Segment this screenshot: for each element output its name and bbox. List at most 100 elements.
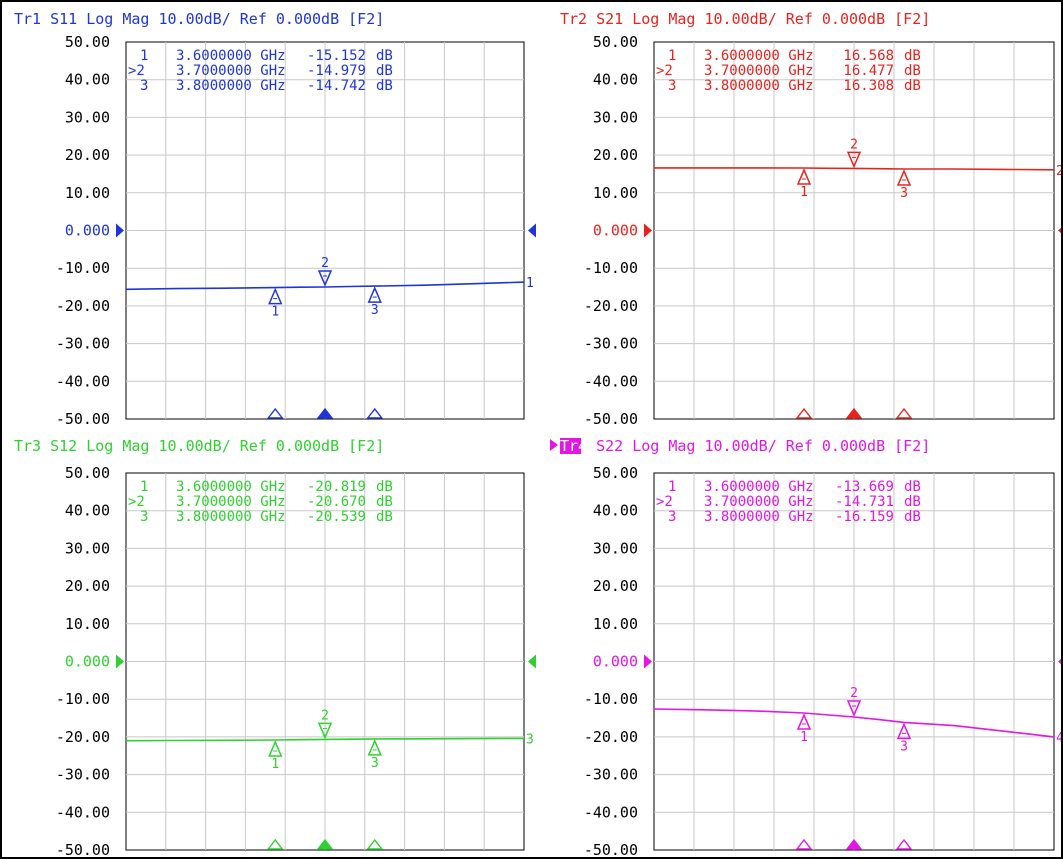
reference-left-arrow-icon[interactable] <box>116 654 124 669</box>
stimulus-marker-triangle-icon[interactable] <box>895 407 913 419</box>
y-tick-label: -30.00 <box>584 766 638 784</box>
marker-up-triangle-icon <box>796 168 812 185</box>
trace-panel-tr4[interactable]: Tr4 S22 Log Mag 10.00dB/ Ref 0.000dB [F2… <box>550 437 1061 857</box>
trace-header[interactable]: Tr4 S22 Log Mag 10.00dB/ Ref 0.000dB [F2… <box>550 437 930 455</box>
y-tick-label: -30.00 <box>56 335 110 353</box>
stimulus-marker-triangle-icon[interactable] <box>895 838 913 850</box>
trace-header-text: Tr2 S21 Log Mag 10.00dB/ Ref 0.000dB [F2… <box>560 10 930 28</box>
y-tick-label: -50.00 <box>584 841 638 857</box>
marker-up-triangle-icon <box>268 740 283 757</box>
trace-line <box>654 167 1055 171</box>
y-tick-label: -10.00 <box>56 690 110 708</box>
marker-unit: dB <box>904 63 921 79</box>
reference-right-arrow-icon[interactable] <box>528 223 536 238</box>
marker-number: 1 <box>800 730 808 745</box>
y-tick-label: 10.00 <box>65 184 110 202</box>
trace-header[interactable]: Tr2 S21 Log Mag 10.00dB/ Ref 0.000dB [F2… <box>560 10 930 28</box>
y-tick-label: -10.00 <box>56 259 110 277</box>
marker-table: 1 3.6000000 GHz 16.568 dB >2 3.7000000 GHz 16.… <box>656 48 921 94</box>
stimulus-marker-triangle-icon[interactable] <box>316 838 334 850</box>
marker-number: 2 <box>321 708 329 723</box>
marker-2[interactable]: 2 <box>845 137 863 419</box>
marker-id: >2 <box>128 494 145 510</box>
y-tick-label: -20.00 <box>56 297 110 315</box>
y-tick-label: -10.00 <box>584 690 638 708</box>
y-tick-label: 40.00 <box>593 71 638 89</box>
marker-value: 16.308 <box>843 78 894 94</box>
marker-value: -14.742 <box>307 78 366 94</box>
marker-id: >2 <box>128 63 145 79</box>
marker-frequency: 3.8000000 GHz <box>176 509 286 525</box>
stimulus-marker-triangle-icon[interactable] <box>845 407 863 419</box>
y-tick-label: -10.00 <box>584 259 638 277</box>
marker-down-triangle-icon <box>846 700 862 717</box>
marker-number: 3 <box>371 756 379 771</box>
stimulus-marker-triangle-icon[interactable] <box>316 407 334 419</box>
y-tick-label: -40.00 <box>584 372 638 390</box>
marker-id: 1 <box>140 479 148 495</box>
y-tick-label: -50.00 <box>56 410 110 428</box>
trace-panel-tr2[interactable]: Tr2 S21 Log Mag 10.00dB/ Ref 0.000dB [F2… <box>560 10 1061 428</box>
y-tick-label: -50.00 <box>584 410 638 428</box>
marker-value: 16.477 <box>843 63 894 79</box>
reference-left-arrow-icon[interactable] <box>116 223 124 238</box>
marker-value: -15.152 <box>307 48 366 64</box>
stimulus-marker-triangle-icon[interactable] <box>795 838 813 850</box>
marker-up-triangle-icon <box>896 169 912 186</box>
marker-frequency: 3.7000000 GHz <box>176 63 286 79</box>
reference-tick-label: 0.000 <box>593 222 638 240</box>
y-tick-label: -40.00 <box>56 372 110 390</box>
y-tick-label: 30.00 <box>65 539 110 557</box>
reference-right-arrow-icon[interactable] <box>1058 655 1061 669</box>
marker-unit: dB <box>376 479 393 495</box>
y-tick-label: -40.00 <box>584 803 638 821</box>
marker-value: -14.731 <box>835 494 894 510</box>
stimulus-marker-triangle-icon[interactable] <box>795 407 813 419</box>
y-tick-label: -20.00 <box>584 297 638 315</box>
marker-3[interactable]: 3 <box>895 722 913 850</box>
stimulus-marker-triangle-icon[interactable] <box>266 407 284 419</box>
trace-end-label: 3 <box>526 732 534 747</box>
trace-header-text: Tr4 S22 Log Mag 10.00dB/ Ref 0.000dB [F2… <box>560 437 930 455</box>
marker-value: -14.979 <box>307 63 366 79</box>
stimulus-marker-triangle-icon[interactable] <box>366 407 384 419</box>
y-tick-label: 20.00 <box>593 146 638 164</box>
trace-panel-tr3[interactable]: Tr3 S12 Log Mag 10.00dB/ Ref 0.000dB [F2… <box>14 437 536 857</box>
marker-unit: dB <box>376 48 393 64</box>
reference-left-arrow-icon[interactable] <box>644 654 652 669</box>
marker-down-triangle-icon <box>317 722 333 740</box>
marker-number: 3 <box>371 303 379 318</box>
marker-1[interactable]: 1 <box>266 740 284 850</box>
marker-2[interactable]: 2 <box>845 686 863 850</box>
stimulus-marker-triangle-icon[interactable] <box>266 838 284 850</box>
trace-line <box>125 281 525 291</box>
marker-2[interactable]: 2 <box>316 256 334 419</box>
marker-3[interactable]: 3 <box>366 286 384 419</box>
marker-frequency: 3.7000000 GHz <box>704 494 814 510</box>
marker-2[interactable]: 2 <box>316 708 334 850</box>
marker-number: 1 <box>271 305 279 320</box>
marker-1[interactable]: 1 <box>795 713 813 850</box>
marker-1[interactable]: 1 <box>795 168 813 419</box>
marker-3[interactable]: 3 <box>366 739 384 850</box>
trace-header[interactable]: Tr1 S11 Log Mag 10.00dB/ Ref 0.000dB [F2… <box>14 10 384 28</box>
marker-frequency: 3.7000000 GHz <box>176 494 286 510</box>
marker-1[interactable]: 1 <box>266 287 284 419</box>
trace-panel-tr1[interactable]: Tr1 S11 Log Mag 10.00dB/ Ref 0.000dB [F2… <box>14 10 536 428</box>
stimulus-marker-triangle-icon[interactable] <box>845 838 863 850</box>
marker-up-triangle-icon <box>896 722 912 740</box>
marker-3[interactable]: 3 <box>895 169 913 419</box>
trace-header[interactable]: Tr3 S12 Log Mag 10.00dB/ Ref 0.000dB [F2… <box>14 437 384 455</box>
marker-table: 1 3.6000000 GHz -13.669 dB >2 3.7000000 GHz -1… <box>656 479 921 525</box>
reference-right-arrow-icon[interactable] <box>1058 224 1061 238</box>
stimulus-marker-triangle-icon[interactable] <box>366 838 384 850</box>
y-tick-label: -50.00 <box>56 841 110 857</box>
reference-left-arrow-icon[interactable] <box>644 223 652 238</box>
marker-value: -20.819 <box>307 479 366 495</box>
y-tick-label: 30.00 <box>593 539 638 557</box>
trace-line <box>125 737 525 742</box>
marker-frequency: 3.7000000 GHz <box>704 63 814 79</box>
marker-unit: dB <box>376 509 393 525</box>
reference-right-arrow-icon[interactable] <box>528 654 536 669</box>
